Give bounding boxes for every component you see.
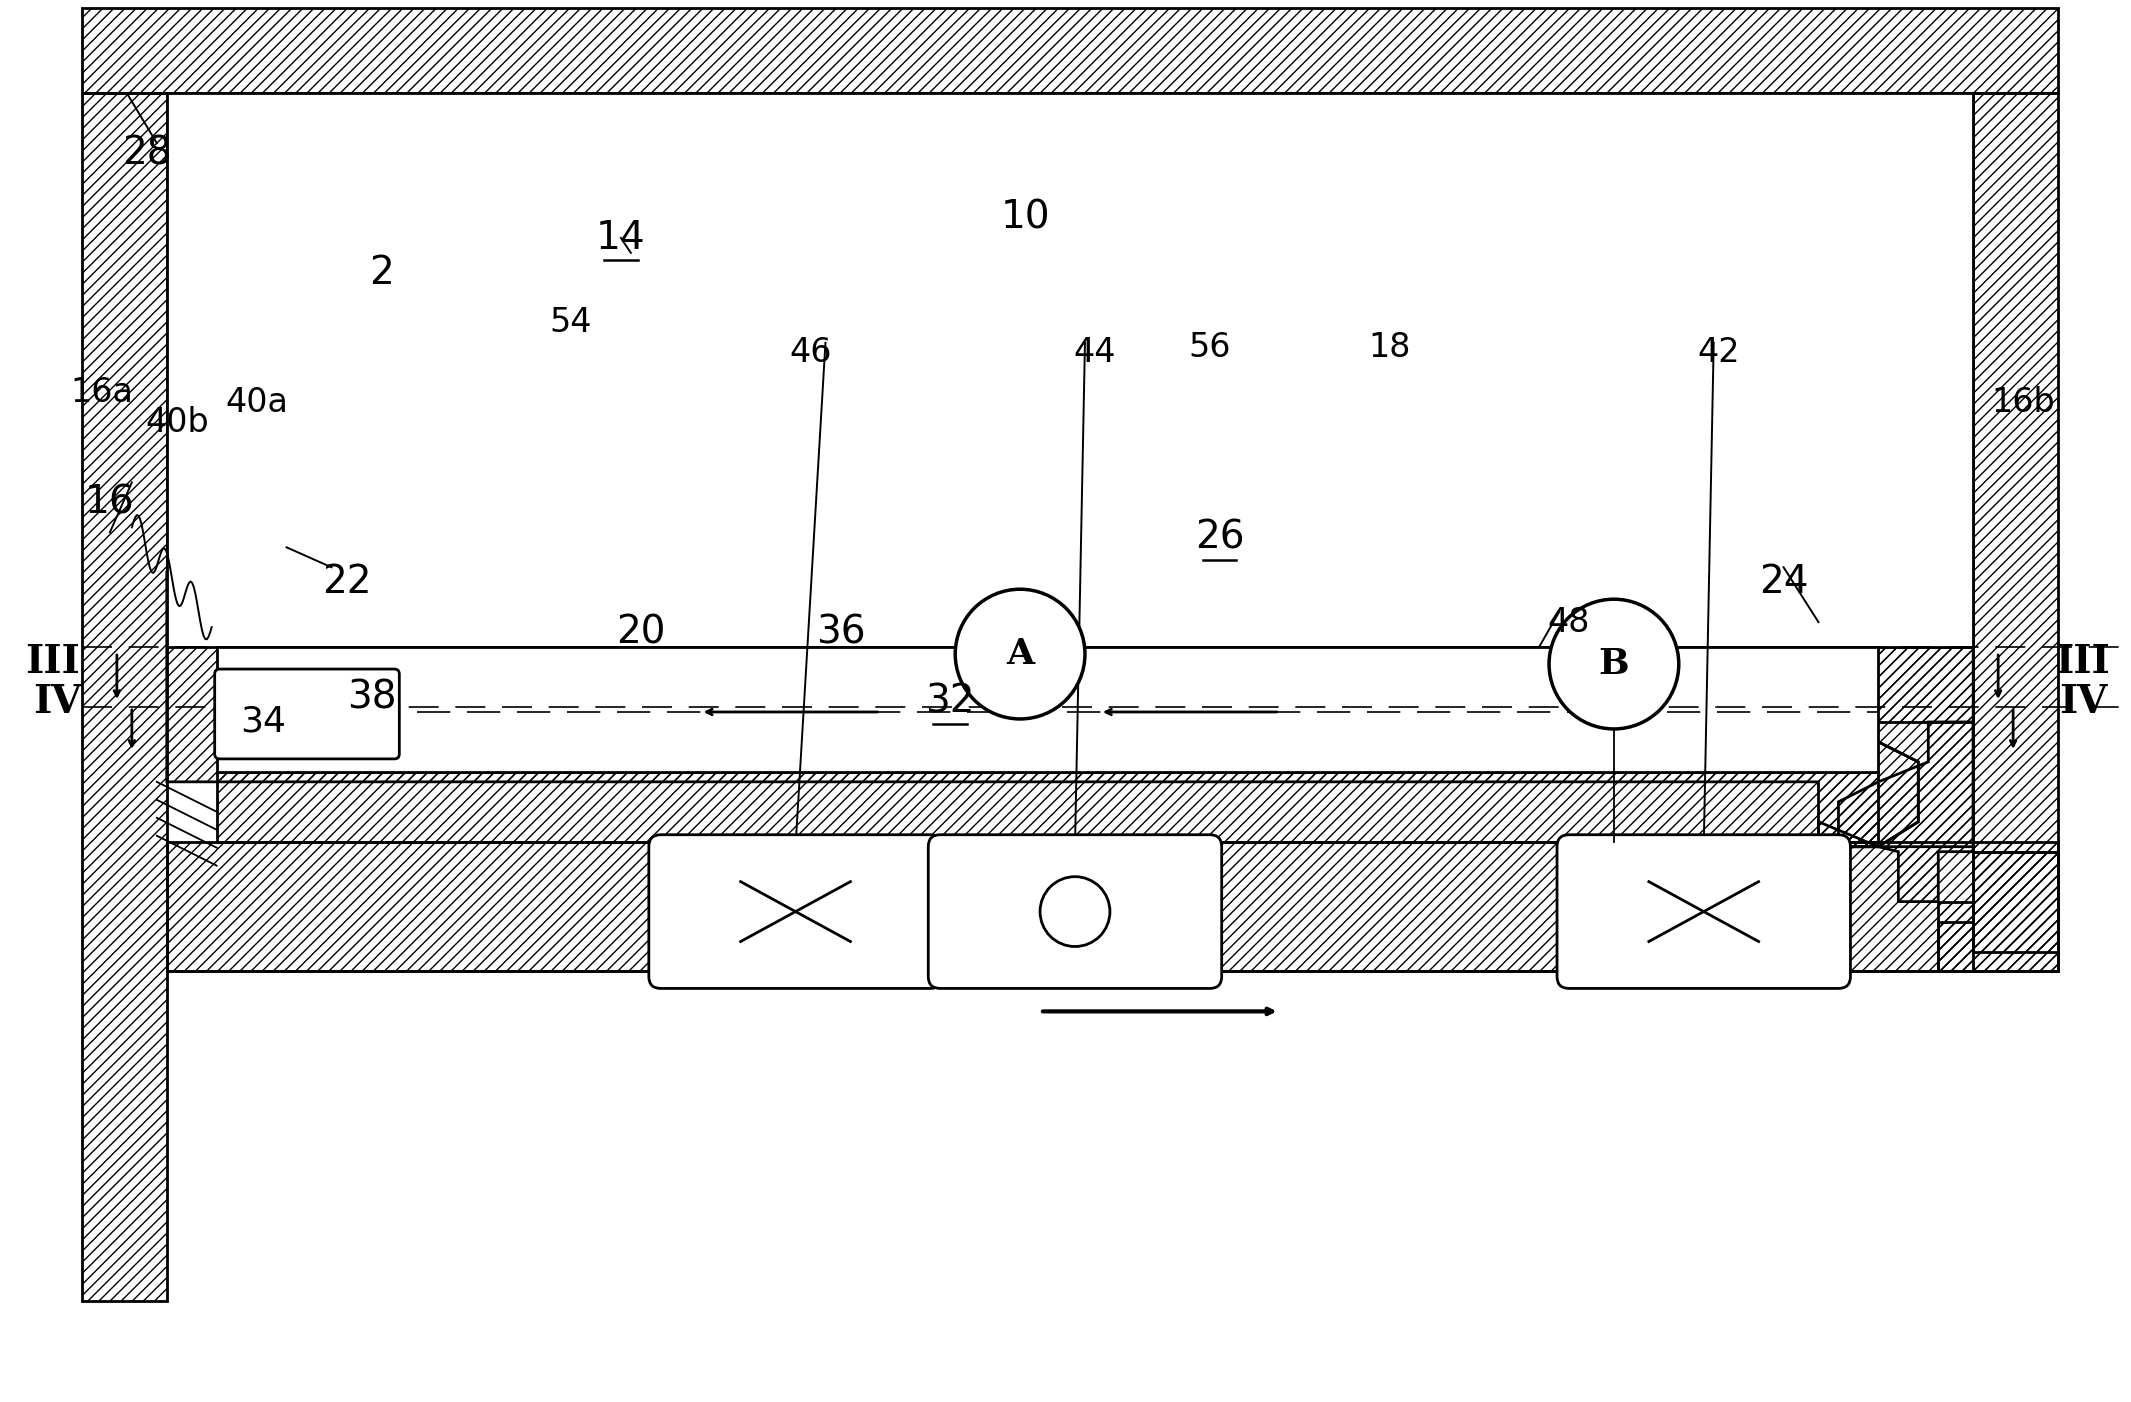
Text: B: B — [1598, 648, 1630, 681]
Text: 10: 10 — [999, 199, 1051, 237]
Text: 54: 54 — [550, 306, 592, 339]
Circle shape — [1549, 599, 1679, 729]
Text: 40a: 40a — [226, 386, 288, 419]
Text: IV: IV — [2059, 683, 2108, 721]
Text: 48: 48 — [1547, 606, 1590, 639]
Text: III: III — [2056, 644, 2110, 681]
Text: 18: 18 — [1368, 331, 1411, 365]
Text: 16a: 16a — [70, 376, 134, 409]
Text: 42: 42 — [1698, 336, 1741, 369]
Text: 28: 28 — [121, 135, 173, 172]
Text: 36: 36 — [816, 613, 865, 651]
FancyBboxPatch shape — [215, 669, 398, 758]
Text: IV: IV — [32, 683, 81, 721]
FancyBboxPatch shape — [648, 834, 942, 988]
Text: 26: 26 — [1195, 519, 1245, 557]
Text: 32: 32 — [925, 683, 976, 721]
Circle shape — [955, 589, 1085, 719]
FancyBboxPatch shape — [1558, 834, 1850, 988]
Text: 16b: 16b — [1990, 386, 2054, 419]
Text: 38: 38 — [347, 679, 396, 716]
Text: 2: 2 — [369, 254, 394, 292]
Text: 24: 24 — [1758, 564, 1809, 601]
Text: 16: 16 — [85, 484, 134, 522]
Text: 46: 46 — [788, 336, 831, 369]
Text: 22: 22 — [322, 564, 371, 601]
Text: 56: 56 — [1189, 331, 1232, 365]
FancyBboxPatch shape — [929, 834, 1221, 988]
Text: III: III — [26, 644, 79, 681]
Text: A: A — [1006, 637, 1034, 672]
Bar — [166, 93, 1973, 648]
Text: 40b: 40b — [145, 407, 209, 439]
Text: 20: 20 — [616, 613, 665, 651]
Bar — [217, 648, 1877, 773]
Text: 44: 44 — [1074, 336, 1117, 369]
Text: 14: 14 — [597, 219, 646, 257]
Text: 34: 34 — [241, 705, 286, 739]
